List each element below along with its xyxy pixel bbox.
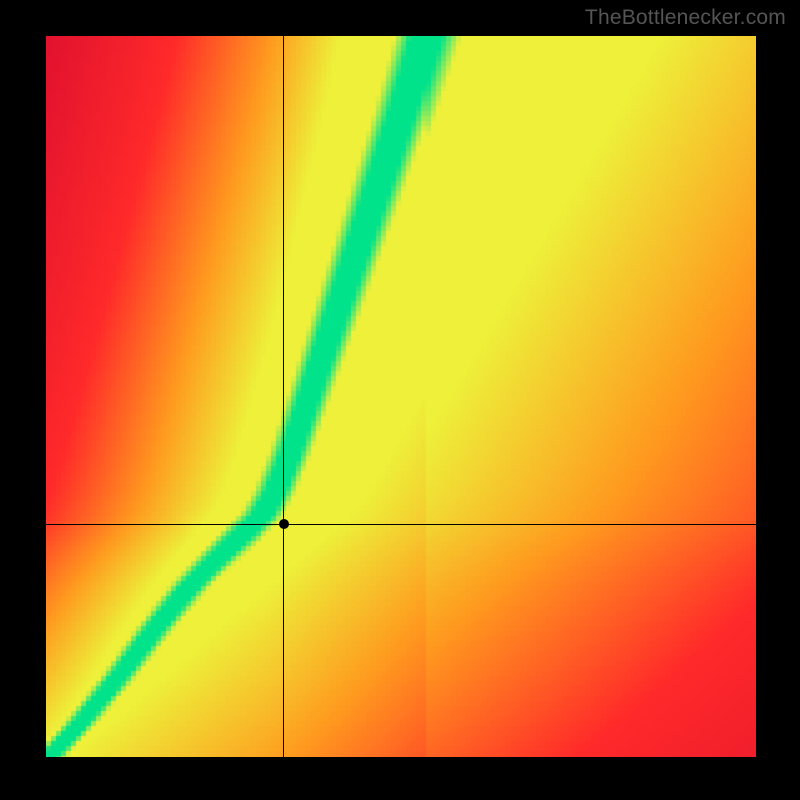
heatmap-canvas [46,36,756,757]
watermark-label: TheBottlenecker.com [585,6,786,30]
crosshair-marker [279,519,289,529]
crosshair-horizontal [46,524,756,525]
crosshair-vertical [283,36,284,757]
plot-area [46,36,756,757]
bottleneck-heatmap: TheBottlenecker.com [0,0,800,800]
